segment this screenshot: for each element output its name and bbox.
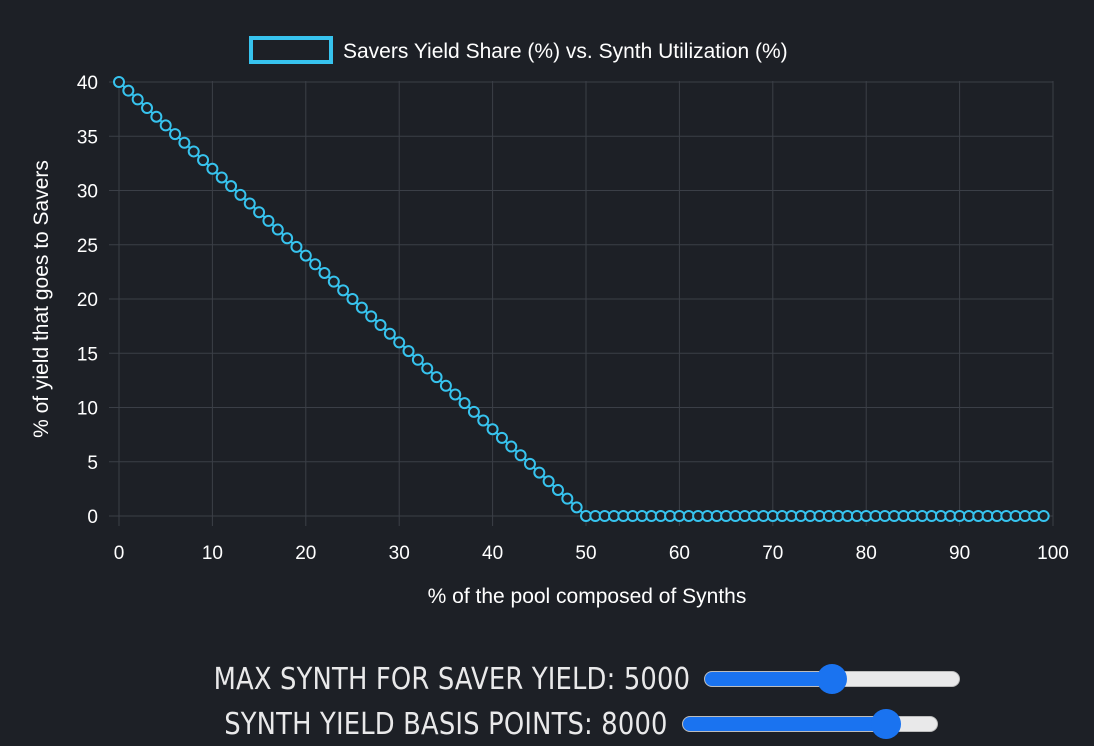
data-point[interactable] <box>206 162 219 175</box>
data-point[interactable] <box>253 206 266 219</box>
data-point[interactable] <box>131 93 144 106</box>
data-point[interactable] <box>299 249 312 262</box>
y-tick-label: 0 <box>87 507 98 528</box>
legend-label[interactable]: Savers Yield Share (%) vs. Synth Utiliza… <box>343 40 788 63</box>
max-synth-slider-thumb[interactable] <box>817 664 847 694</box>
x-tick-label: 20 <box>295 543 316 564</box>
synth-yield-control: SYNTH YIELD BASIS POINTS: 8000 <box>0 706 938 742</box>
x-tick-labels: 0 10 20 30 40 50 60 70 80 90 100 <box>114 543 1069 564</box>
max-synth-slider[interactable] <box>704 664 960 694</box>
y-tick-label: 25 <box>77 236 98 257</box>
synth-yield-slider-fill <box>683 717 887 731</box>
x-tick-label: 10 <box>202 543 223 564</box>
y-tick-label: 10 <box>77 399 98 420</box>
y-tick-label: 40 <box>77 73 98 94</box>
max-synth-slider-fill <box>705 672 832 686</box>
x-tick-label: 100 <box>1037 543 1069 564</box>
y-axis-title: % of yield that goes to Savers <box>30 160 53 438</box>
data-point[interactable] <box>225 180 238 193</box>
data-point[interactable] <box>486 423 499 436</box>
data-point[interactable] <box>551 483 564 496</box>
data-point[interactable] <box>150 110 163 123</box>
data-point[interactable] <box>327 275 340 288</box>
x-tick-label: 50 <box>575 543 596 564</box>
data-point[interactable] <box>561 492 574 505</box>
y-tick-label: 30 <box>77 182 98 203</box>
data-point[interactable] <box>290 240 303 253</box>
legend-swatch[interactable] <box>249 36 333 64</box>
data-point[interactable] <box>495 431 508 444</box>
yield-chart: Savers Yield Share (%) vs. Synth Utiliza… <box>30 36 1069 608</box>
data-point[interactable] <box>318 266 331 279</box>
data-point[interactable] <box>365 310 378 323</box>
max-synth-control: MAX SYNTH FOR SAVER YIELD: 5000 <box>0 661 960 697</box>
data-point[interactable] <box>197 154 210 167</box>
data-point[interactable] <box>393 336 406 349</box>
data-point[interactable] <box>542 475 555 488</box>
x-tick-label: 90 <box>949 543 970 564</box>
data-point[interactable] <box>187 145 200 158</box>
series-saver-yield <box>113 76 1050 522</box>
data-point[interactable] <box>271 223 284 236</box>
data-point[interactable] <box>122 84 135 97</box>
data-point[interactable] <box>337 284 350 297</box>
x-tick-label: 40 <box>482 543 503 564</box>
data-point[interactable] <box>477 414 490 427</box>
legend[interactable]: Savers Yield Share (%) vs. Synth Utiliza… <box>249 36 788 64</box>
x-tick-label: 80 <box>856 543 877 564</box>
data-point[interactable] <box>355 301 368 314</box>
y-tick-label: 35 <box>77 127 98 148</box>
data-point[interactable] <box>505 440 518 453</box>
data-point[interactable] <box>346 293 359 305</box>
data-point[interactable] <box>449 388 462 401</box>
data-point[interactable] <box>458 397 471 410</box>
data-point[interactable] <box>169 128 182 141</box>
synth-yield-slider[interactable] <box>682 709 938 739</box>
data-point[interactable] <box>402 345 415 358</box>
data-point[interactable] <box>570 501 583 514</box>
data-point[interactable] <box>113 76 125 88</box>
data-point[interactable] <box>430 371 443 384</box>
x-axis-title: % of the pool composed of Synths <box>428 585 747 608</box>
x-tick-label: 0 <box>114 543 125 564</box>
data-point[interactable] <box>141 102 154 115</box>
data-point[interactable] <box>467 405 480 418</box>
data-point[interactable] <box>309 258 322 271</box>
x-tick-label: 30 <box>389 543 410 564</box>
data-point[interactable] <box>234 188 247 201</box>
data-point[interactable] <box>243 197 256 210</box>
x-tick-label: 60 <box>669 543 690 564</box>
data-point[interactable] <box>514 449 527 462</box>
synth-yield-slider-thumb[interactable] <box>871 709 902 739</box>
data-point[interactable] <box>281 232 294 245</box>
synth-yield-label: SYNTH YIELD BASIS POINTS: 8000 <box>224 706 668 742</box>
data-point[interactable] <box>178 136 191 149</box>
data-point[interactable] <box>159 119 172 132</box>
y-tick-labels: 0 5 10 15 20 25 30 35 40 <box>77 73 98 528</box>
data-point[interactable] <box>421 362 434 375</box>
data-point[interactable] <box>439 379 452 392</box>
data-point[interactable] <box>383 327 396 340</box>
y-tick-label: 15 <box>77 344 98 365</box>
y-tick-label: 20 <box>77 290 98 311</box>
data-point[interactable] <box>215 171 228 184</box>
data-point[interactable] <box>411 353 424 366</box>
data-point[interactable] <box>1037 510 1050 522</box>
data-point[interactable] <box>262 214 275 227</box>
x-tick-label: 70 <box>762 543 783 564</box>
grid <box>109 81 1054 526</box>
data-point[interactable] <box>523 457 536 470</box>
data-point[interactable] <box>533 466 546 479</box>
y-tick-label: 5 <box>87 453 98 474</box>
data-point[interactable] <box>374 319 387 332</box>
max-synth-label: MAX SYNTH FOR SAVER YIELD: 5000 <box>213 661 690 697</box>
